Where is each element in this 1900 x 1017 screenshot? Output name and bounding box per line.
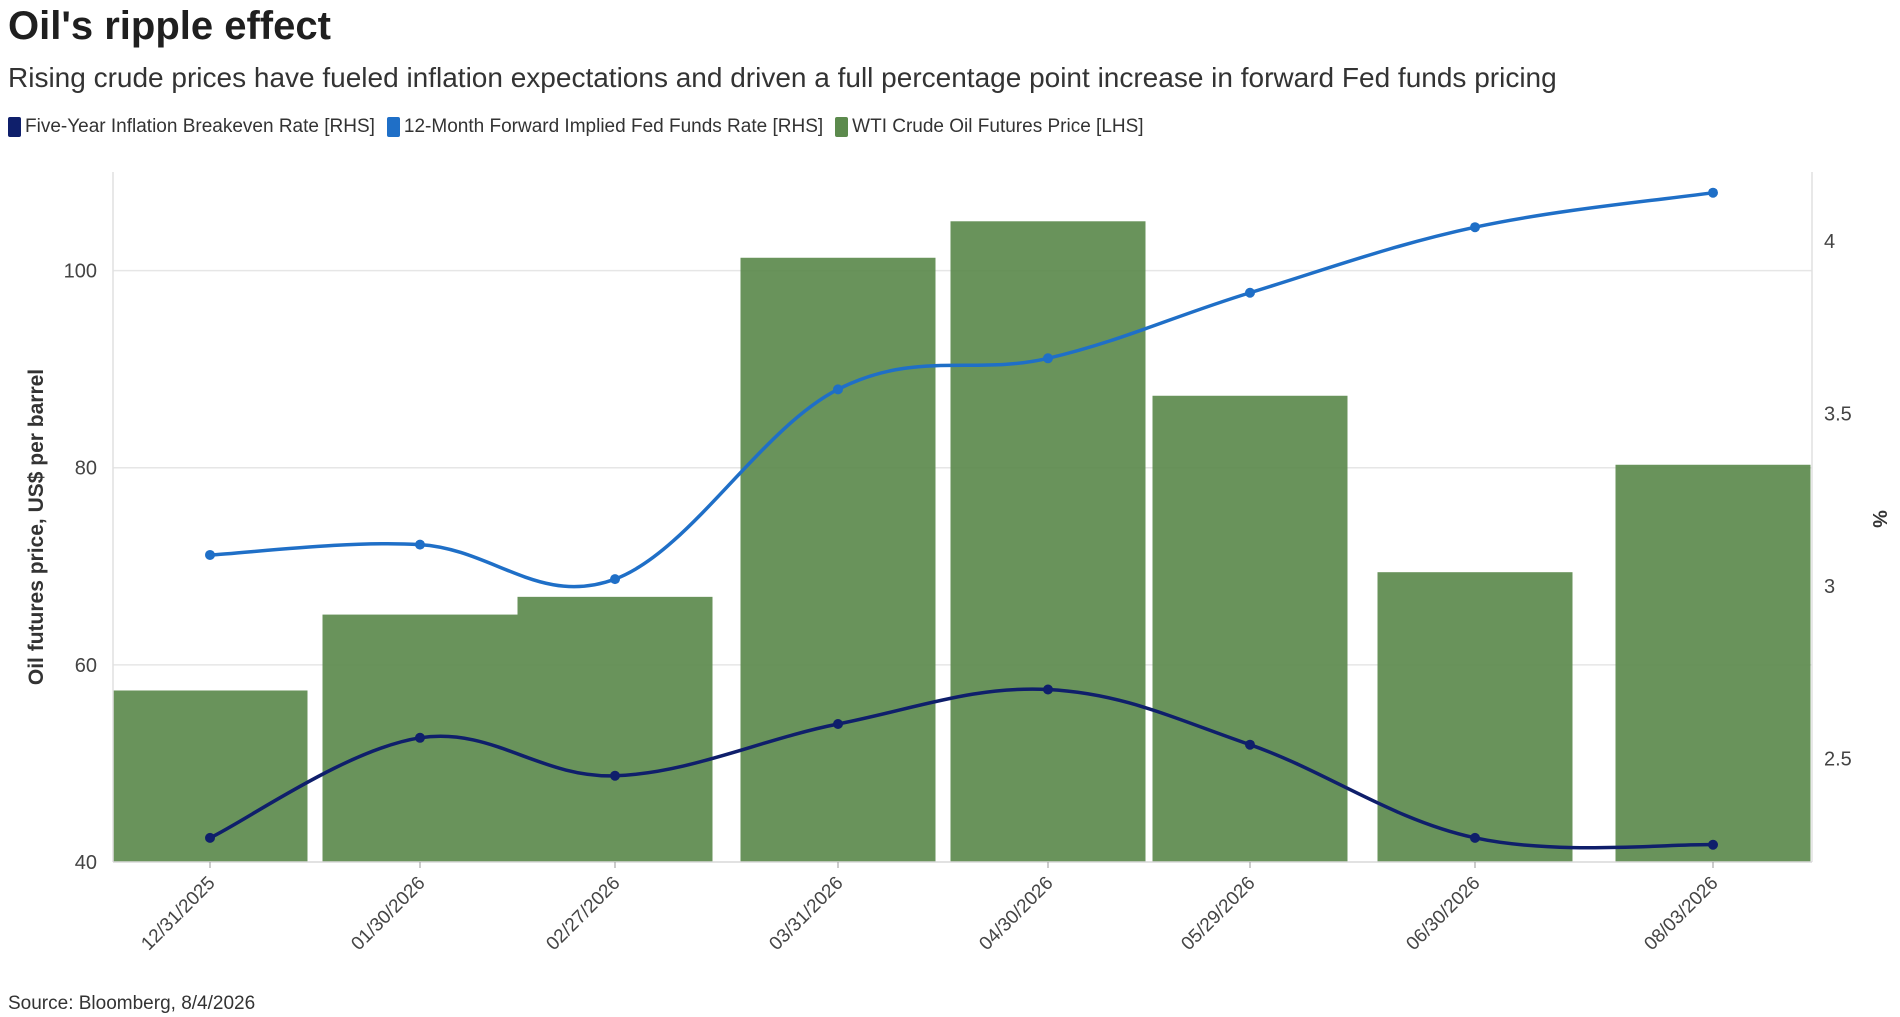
x-tick-label: 06/30/2026 xyxy=(1402,873,1484,955)
chart-subtitle: Rising crude prices have fueled inflatio… xyxy=(8,62,1557,93)
legend-item-oil[interactable]: WTI Crude Oil Futures Price [LHS] xyxy=(835,116,1144,138)
x-tick-label: 08/03/2026 xyxy=(1640,873,1722,955)
oil-bar xyxy=(740,257,936,862)
x-tick-label: 04/30/2026 xyxy=(975,873,1057,955)
left-tick-label: 60 xyxy=(75,655,97,677)
fedfunds-point xyxy=(415,539,425,550)
x-tick-label: 02/27/2026 xyxy=(542,873,624,955)
oil-bars xyxy=(112,221,1811,863)
x-tick-label: 03/31/2026 xyxy=(765,873,847,955)
fedfunds-point xyxy=(610,574,620,585)
left-tick-label: 100 xyxy=(64,261,97,283)
breakeven-point xyxy=(1470,832,1480,843)
legend-swatch-oil xyxy=(835,117,849,137)
right-tick-label: 2.5 xyxy=(1824,749,1852,771)
right-tick-label: 3 xyxy=(1824,576,1835,598)
right-tick-label: 4 xyxy=(1824,231,1835,253)
breakeven-point xyxy=(1708,839,1718,850)
oil-bar xyxy=(1152,395,1348,862)
fedfunds-point xyxy=(833,384,843,395)
rate-lines xyxy=(205,187,1718,850)
legend-label-breakeven: Five-Year Inflation Breakeven Rate [RHS] xyxy=(25,116,375,137)
fedfunds-point xyxy=(205,549,215,560)
breakeven-line xyxy=(209,687,1714,850)
left-tick-label: 80 xyxy=(75,458,97,480)
x-tick-label: 12/31/2025 xyxy=(137,873,219,955)
fedfunds-point xyxy=(1043,353,1053,364)
x-tick-label: 01/30/2026 xyxy=(347,873,429,955)
legend-item-fedfunds[interactable]: 12-Month Forward Implied Fed Funds Rate … xyxy=(386,116,824,138)
legend-swatch-breakeven xyxy=(8,117,21,137)
legend-label-oil: WTI Crude Oil Futures Price [LHS] xyxy=(852,116,1144,137)
left-tick-label: 40 xyxy=(75,852,97,874)
chart-title: Oil's ripple effect xyxy=(8,4,331,48)
fedfunds-line xyxy=(209,190,1714,589)
oil-bar xyxy=(517,596,713,862)
breakeven-point xyxy=(1245,739,1255,750)
oil-bar xyxy=(1615,464,1811,862)
breakeven-point xyxy=(415,732,425,743)
breakeven-point xyxy=(833,719,843,729)
legend-item-breakeven[interactable]: Five-Year Inflation Breakeven Rate [RHS] xyxy=(8,116,375,138)
fedfunds-point xyxy=(1245,287,1255,298)
oil-bar xyxy=(950,221,1146,863)
breakeven-point xyxy=(205,832,215,843)
right-axis-title: % xyxy=(1868,510,1890,528)
right-tick-label: 3.5 xyxy=(1824,404,1852,426)
legend: Five-Year Inflation Breakeven Rate [RHS]… xyxy=(8,116,1144,138)
fedfunds-point xyxy=(1708,187,1718,198)
fedfunds-point xyxy=(1470,222,1480,233)
combo-chart: 40 60 80 100 2.5 3 3.5 4 Oil futures price, US$ … xyxy=(25,172,1890,955)
legend-swatch-fedfunds xyxy=(386,117,400,137)
x-tick-label: 05/29/2026 xyxy=(1177,873,1259,955)
breakeven-point xyxy=(1043,684,1053,695)
oil-bar xyxy=(1377,572,1573,862)
left-axis-title: Oil futures price, US$ per barrel xyxy=(25,369,48,685)
legend-label-fedfunds: 12-Month Forward Implied Fed Funds Rate … xyxy=(403,116,824,137)
source-note: Source: Bloomberg, 8/4/2026 xyxy=(8,993,256,1014)
breakeven-point xyxy=(610,770,620,781)
